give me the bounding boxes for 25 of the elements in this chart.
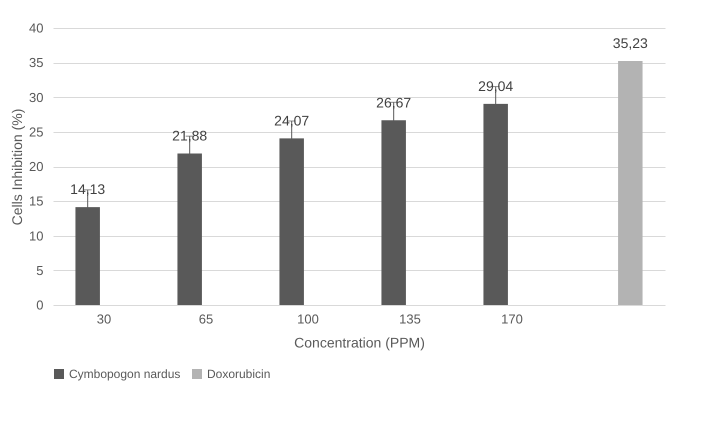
data-label: 29,04	[478, 78, 514, 94]
legend-label: Doxorubicin	[207, 367, 270, 381]
x-tick-label: 100	[297, 312, 319, 326]
x-tick-label: 170	[501, 312, 523, 326]
y-tick-label: 40	[29, 20, 44, 36]
y-tick-label: 0	[36, 298, 44, 312]
y-tick-label: 15	[29, 194, 44, 209]
data-label: 21,88	[172, 127, 208, 144]
data-label: 14,13	[70, 181, 106, 198]
y-tick-label: 5	[36, 262, 44, 278]
x-tick-label: 65	[198, 312, 214, 326]
data-label: 26,67	[376, 94, 412, 110]
y-tick-label: 25	[29, 124, 44, 140]
y-tick-label: 35	[29, 55, 44, 70]
legend-label: Cymbopogon nardus	[69, 367, 180, 381]
y-tick-label: 30	[29, 90, 44, 105]
y-axis-title: Cells Inhibition (%)	[9, 108, 26, 226]
x-axis-title: Concentration (PPM)	[294, 334, 425, 350]
data-label: 24,07	[274, 112, 310, 128]
x-tick-label: 30	[96, 312, 112, 326]
x-tick-label: 135	[399, 312, 421, 326]
y-tick-label: 10	[29, 228, 44, 244]
y-tick-label: 20	[29, 159, 44, 174]
bar	[618, 61, 643, 305]
data-label: 35,23	[612, 35, 648, 52]
